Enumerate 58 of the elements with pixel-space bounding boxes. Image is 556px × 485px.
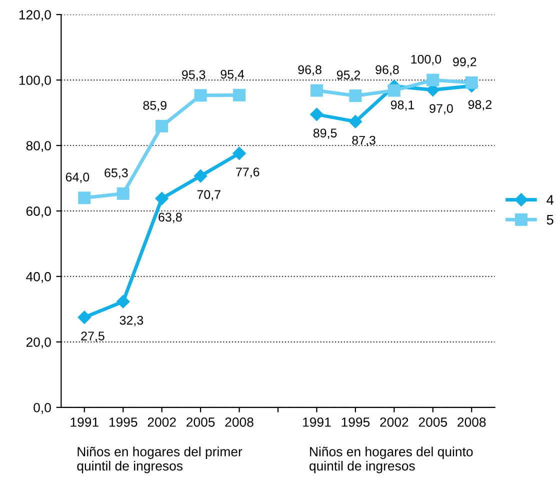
data-label: 64,0 xyxy=(66,172,90,183)
y-tick-label: 60,0 xyxy=(26,206,51,218)
data-label: 70,7 xyxy=(197,190,220,200)
data-label: 95,3 xyxy=(182,70,206,81)
data-label: 85,9 xyxy=(143,100,166,112)
legend-label: 5 xyxy=(546,214,554,225)
x-tick-label: 2005 xyxy=(186,417,215,427)
x-tick-label: 1991 xyxy=(303,417,331,427)
data-label: 77,6 xyxy=(236,168,260,178)
x-tick-label: 1995 xyxy=(342,417,370,427)
point xyxy=(194,89,207,102)
y-tick-label: 80,0 xyxy=(26,141,51,152)
point xyxy=(116,295,130,308)
point xyxy=(116,187,130,200)
point xyxy=(194,169,208,183)
data-label: 95,4 xyxy=(220,70,244,80)
data-label: 27,5 xyxy=(81,332,104,342)
point xyxy=(232,146,246,160)
data-label: 98,2 xyxy=(468,100,492,110)
point xyxy=(349,89,362,102)
x-tick-label: 2005 xyxy=(418,417,448,427)
point xyxy=(78,192,91,204)
point xyxy=(310,108,324,121)
data-label: 63,8 xyxy=(158,212,182,224)
data-label: 95,2 xyxy=(336,70,360,81)
data-label: 96,8 xyxy=(376,65,399,76)
y-tick-label: 20,0 xyxy=(26,337,51,348)
text: Niños en hogares del primer quintil de ingresos xyxy=(77,446,242,474)
point xyxy=(78,310,91,324)
data-label: 65,3 xyxy=(104,168,128,179)
x-tick-label: 1995 xyxy=(109,417,138,427)
point xyxy=(155,192,168,206)
data-label: 100,0 xyxy=(411,54,442,66)
x-tick-label: 1991 xyxy=(70,417,98,427)
point xyxy=(233,88,246,102)
y-tick-label: 40,0 xyxy=(26,272,51,283)
x-tick-label: 2008 xyxy=(225,417,254,427)
data-label: 99,2 xyxy=(453,57,476,68)
point xyxy=(388,84,400,97)
point xyxy=(156,120,168,132)
y-tick-label: 0,0 xyxy=(34,402,51,414)
point xyxy=(310,84,323,97)
data-label: 87,3 xyxy=(352,136,376,146)
data-label: 89,5 xyxy=(313,128,337,139)
data-label: 97,0 xyxy=(430,104,453,114)
point xyxy=(465,76,478,89)
y-tick-label: 100,0 xyxy=(19,76,51,86)
text: Niños en hogares del quinto quintil de ingresos xyxy=(310,446,473,474)
y-tick-label: 120,0 xyxy=(19,10,51,22)
point xyxy=(426,74,440,86)
data-label: 32,3 xyxy=(120,316,144,326)
point xyxy=(348,115,362,128)
legend-label: 4 xyxy=(546,195,554,205)
data-label: 96,8 xyxy=(298,65,322,76)
data-label: 98,1 xyxy=(390,100,414,111)
x-tick-label: 2008 xyxy=(458,417,486,427)
x-tick-label: 2002 xyxy=(148,417,176,427)
x-tick-label: 2002 xyxy=(380,417,408,427)
